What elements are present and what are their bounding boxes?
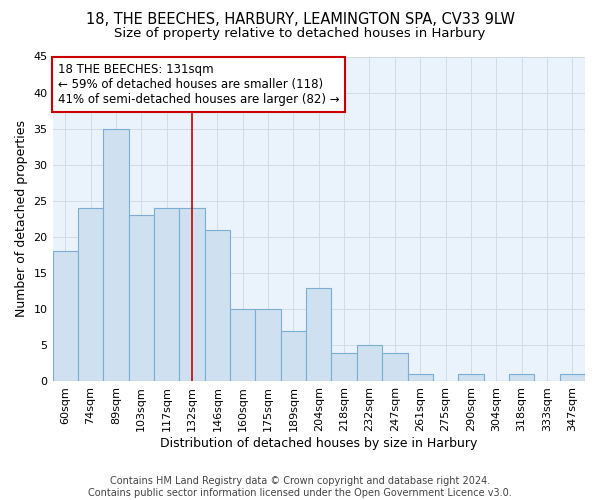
Text: Size of property relative to detached houses in Harbury: Size of property relative to detached ho…	[115, 28, 485, 40]
Bar	[458, 374, 484, 382]
Bar	[509, 374, 534, 382]
X-axis label: Distribution of detached houses by size in Harbury: Distribution of detached houses by size …	[160, 437, 478, 450]
Bar	[407, 374, 433, 382]
Bar	[128, 216, 154, 382]
Bar	[78, 208, 103, 382]
Y-axis label: Number of detached properties: Number of detached properties	[15, 120, 28, 318]
Text: Contains HM Land Registry data © Crown copyright and database right 2024.
Contai: Contains HM Land Registry data © Crown c…	[88, 476, 512, 498]
Bar	[256, 309, 281, 382]
Bar	[560, 374, 585, 382]
Bar	[331, 352, 357, 382]
Text: 18, THE BEECHES, HARBURY, LEAMINGTON SPA, CV33 9LW: 18, THE BEECHES, HARBURY, LEAMINGTON SPA…	[86, 12, 515, 28]
Bar	[103, 128, 128, 382]
Text: 18 THE BEECHES: 131sqm
← 59% of detached houses are smaller (118)
41% of semi-de: 18 THE BEECHES: 131sqm ← 59% of detached…	[58, 63, 340, 106]
Bar	[179, 208, 205, 382]
Bar	[281, 331, 306, 382]
Bar	[357, 346, 382, 382]
Bar	[205, 230, 230, 382]
Bar	[53, 252, 78, 382]
Bar	[230, 309, 256, 382]
Bar	[154, 208, 179, 382]
Bar	[382, 352, 407, 382]
Bar	[306, 288, 331, 382]
